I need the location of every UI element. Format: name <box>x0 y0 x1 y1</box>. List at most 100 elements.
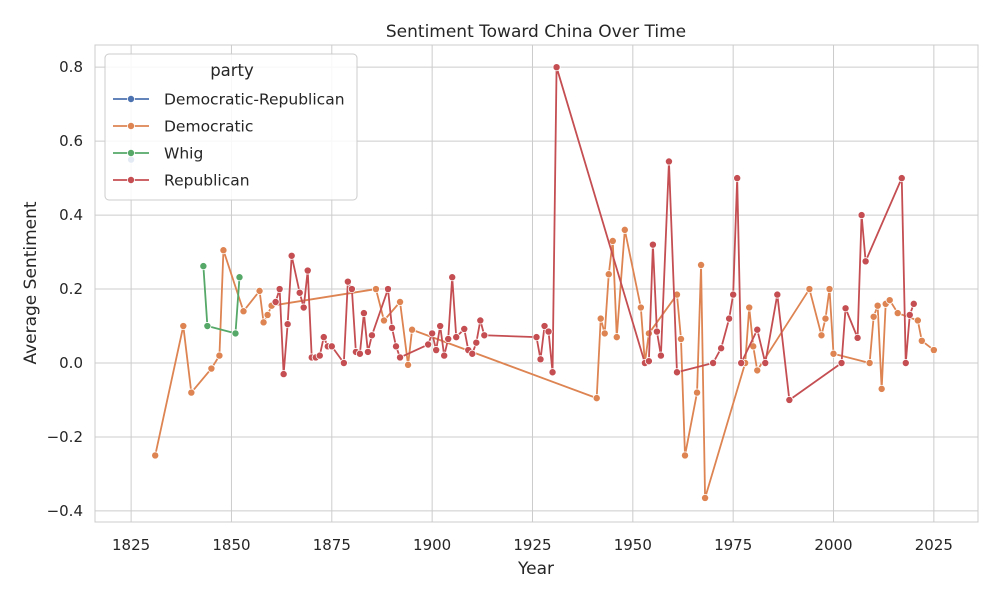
series-republican <box>271 63 918 404</box>
x-tick-label: 2025 <box>915 536 953 554</box>
data-point-democratic <box>873 301 882 310</box>
data-point-republican <box>841 304 850 313</box>
chart-title: Sentiment Toward China Over Time <box>386 22 686 42</box>
data-point-republican <box>472 338 481 347</box>
data-point-republican <box>753 325 762 334</box>
data-point-republican <box>853 333 862 342</box>
data-point-republican <box>480 331 489 340</box>
data-point-democratic <box>817 331 826 340</box>
data-point-republican <box>452 333 461 342</box>
y-axis-label: Average Sentiment <box>21 201 41 364</box>
data-point-republican <box>428 329 437 338</box>
data-point-democratic <box>917 336 926 345</box>
data-point-democratic <box>636 303 645 312</box>
data-point-republican <box>363 347 372 356</box>
data-point-republican <box>396 353 405 362</box>
data-point-democratic <box>604 270 613 279</box>
x-axis-label: Year <box>517 559 554 579</box>
data-point-republican <box>271 297 280 306</box>
data-point-republican <box>283 320 292 329</box>
data-point-republican <box>709 358 718 367</box>
data-point-republican <box>343 277 352 286</box>
legend-marker <box>127 95 136 104</box>
data-point-democratic <box>608 236 617 245</box>
data-point-republican <box>287 251 296 260</box>
y-tick-label: 0.6 <box>59 132 83 150</box>
y-axis: −0.4 −0.2 0.0 0.2 0.4 0.6 0.8 <box>47 58 83 520</box>
data-point-democratic <box>877 384 886 393</box>
data-point-republican <box>644 357 653 366</box>
data-point-democratic <box>869 312 878 321</box>
data-point-republican <box>448 273 457 282</box>
data-point-democratic <box>805 285 814 294</box>
data-point-republican <box>339 358 348 367</box>
data-point-democratic <box>215 351 224 360</box>
y-tick-label: −0.4 <box>47 502 83 520</box>
data-point-republican <box>327 342 336 351</box>
data-point-republican <box>444 334 453 343</box>
data-point-republican <box>432 346 441 355</box>
data-point-republican <box>664 157 673 166</box>
data-point-republican <box>440 351 449 360</box>
data-point-republican <box>299 303 308 312</box>
data-point-democratic <box>829 349 838 358</box>
series-whig <box>199 262 244 338</box>
legend-label: Republican <box>164 172 250 190</box>
data-point-republican <box>436 322 445 331</box>
data-point-democratic <box>681 451 690 460</box>
legend-box <box>104 53 358 201</box>
data-point-whig <box>235 273 244 282</box>
series-line-whig <box>202 266 241 335</box>
data-point-republican <box>295 288 304 297</box>
legend-marker <box>127 148 136 157</box>
data-point-democratic <box>620 225 629 234</box>
data-point-republican <box>424 340 433 349</box>
data-point-republican <box>319 333 328 342</box>
data-point-republican <box>656 351 665 360</box>
data-point-republican <box>897 174 906 183</box>
data-point-democratic <box>404 360 413 369</box>
data-point-republican <box>315 351 324 360</box>
data-point-republican <box>532 333 541 342</box>
legend: party Democratic-Republican Democratic Whi… <box>104 53 358 201</box>
legend-title: party <box>210 61 254 80</box>
data-point-republican <box>275 285 284 294</box>
data-point-republican <box>460 324 469 333</box>
data-point-republican <box>733 174 742 183</box>
legend-item-whig: Whig <box>113 145 203 163</box>
data-point-republican <box>737 358 746 367</box>
data-point-democratic <box>592 394 601 403</box>
data-point-republican <box>857 211 866 220</box>
x-tick-label: 1925 <box>513 536 551 554</box>
legend-label: Whig <box>164 145 203 163</box>
x-tick-label: 2000 <box>814 536 852 554</box>
data-point-republican <box>552 63 561 72</box>
data-point-republican <box>729 290 738 299</box>
data-point-republican <box>536 355 545 364</box>
data-point-republican <box>548 368 557 377</box>
data-point-democratic <box>371 285 380 294</box>
data-point-democratic <box>612 333 621 342</box>
data-point-democratic <box>701 493 710 502</box>
legend-label: Democratic <box>164 118 253 136</box>
data-point-democratic <box>207 364 216 373</box>
data-point-democratic <box>825 285 834 294</box>
data-point-republican <box>837 358 846 367</box>
data-point-democratic <box>693 388 702 397</box>
data-point-republican <box>476 316 485 325</box>
data-point-republican <box>909 299 918 308</box>
data-point-democratic <box>865 358 874 367</box>
x-tick-label: 1950 <box>614 536 652 554</box>
data-point-democratic <box>929 346 938 355</box>
data-point-democratic <box>697 261 706 270</box>
y-tick-label: −0.2 <box>47 428 83 446</box>
data-point-democratic <box>239 307 248 316</box>
data-point-republican <box>544 327 553 336</box>
plot-frame <box>94 44 979 523</box>
data-point-democratic <box>676 334 685 343</box>
data-point-democratic <box>821 314 830 323</box>
data-point-republican <box>648 240 657 249</box>
data-point-republican <box>717 344 726 353</box>
data-point-republican <box>540 322 549 331</box>
y-tick-label: 0.8 <box>59 58 83 76</box>
